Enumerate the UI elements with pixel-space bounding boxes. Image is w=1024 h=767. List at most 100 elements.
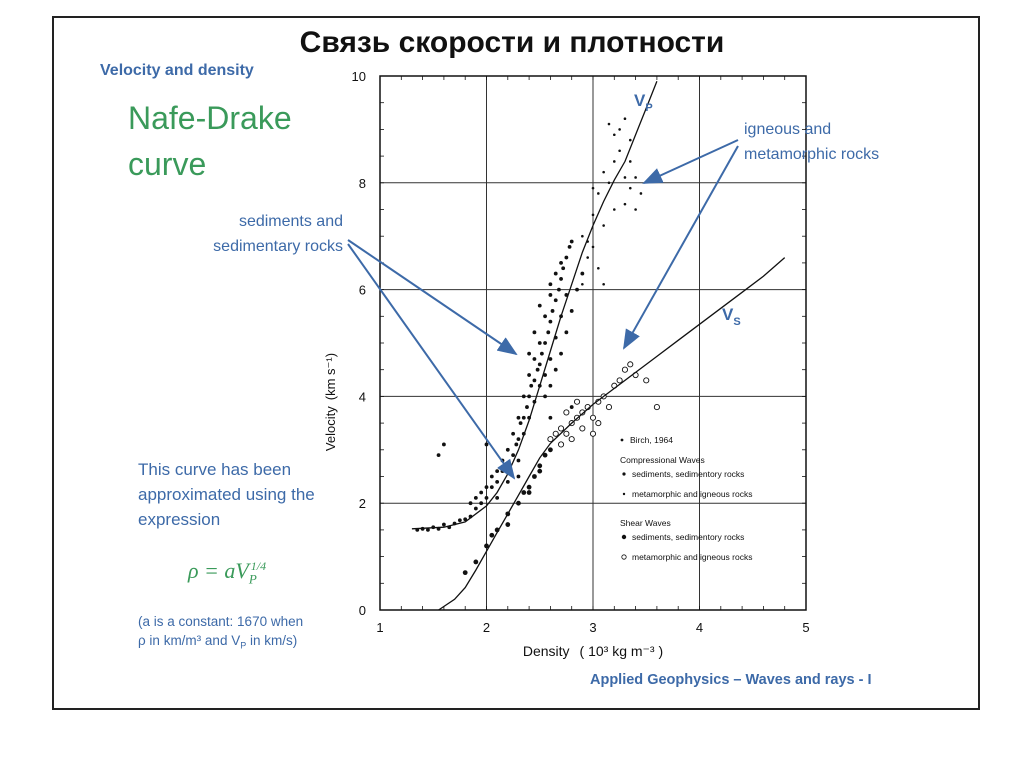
- constant-note-line-2: ρ in km/m³ and VP in km/s): [138, 631, 353, 656]
- data-point-compressional-sediments: [495, 495, 500, 500]
- data-point-compressional-sediments: [525, 405, 529, 409]
- data-point-compressional-igneous: [602, 224, 605, 227]
- data-point-compressional-igneous: [613, 208, 616, 211]
- data-point-compressional-igneous: [618, 149, 621, 153]
- data-point-shear-sediments: [489, 532, 495, 538]
- data-point-compressional-igneous: [623, 117, 627, 121]
- constant-note-text: ρ in km/m³ and V: [138, 633, 241, 648]
- data-point-compressional-igneous: [639, 192, 643, 195]
- legend-shear-ign: metamorphic and igneous rocks: [632, 552, 752, 562]
- x-tick-label: 3: [589, 620, 596, 635]
- legend-marker-shear-sed: [621, 534, 627, 540]
- data-point-compressional-sediments: [535, 367, 540, 372]
- data-point-compressional-sediments: [463, 517, 468, 522]
- data-point-compressional-sediments: [553, 367, 558, 372]
- data-point-compressional-sediments: [468, 501, 473, 506]
- vs-curve-label: VS: [722, 305, 741, 328]
- data-point-compressional-sediments: [548, 319, 553, 324]
- data-point-shear-sediments: [548, 447, 553, 453]
- data-point-shear-igneous: [627, 361, 634, 368]
- y-axis-unit: (km s⁻¹): [323, 353, 338, 400]
- data-point-compressional-sediments: [527, 394, 531, 399]
- igneous-annotation-line-1: igneous and: [744, 121, 831, 138]
- data-point-compressional-sediments: [521, 415, 526, 420]
- data-point-compressional-sediments: [537, 362, 542, 367]
- data-point-shear-sediments: [505, 522, 511, 527]
- data-point-compressional-sediments: [548, 383, 553, 388]
- formula-main: ρ = aV: [188, 558, 249, 583]
- slide-title: Связь скорости и плотности: [299, 26, 725, 59]
- data-point-compressional-sediments: [537, 303, 542, 308]
- data-point-compressional-igneous: [591, 186, 595, 190]
- data-point-compressional-igneous: [613, 133, 616, 137]
- data-point-compressional-igneous: [607, 181, 611, 185]
- x-axis-label-text: Density: [523, 643, 570, 659]
- data-point-compressional-igneous: [607, 122, 611, 126]
- data-point-compressional-sediments: [527, 351, 531, 356]
- axis-ticks: 1 2 3 4 5 0 2 4 6 8 10: [352, 69, 810, 635]
- data-point-compressional-sediments: [548, 293, 553, 297]
- data-point-compressional-sediments: [516, 437, 521, 442]
- sediments-annotation-line-1: sediments and: [239, 213, 343, 230]
- data-point-compressional-sediments: [543, 394, 547, 399]
- data-point-compressional-igneous: [628, 186, 632, 190]
- legend-comp-title: Compressional Waves: [620, 455, 705, 465]
- igneous-annotation-line-2: metamorphic rocks: [744, 146, 879, 163]
- data-point-compressional-sediments: [567, 244, 572, 249]
- data-point-compressional-sediments: [564, 255, 569, 260]
- legend-shear-title: Shear Waves: [620, 518, 671, 528]
- data-point-compressional-sediments: [426, 528, 430, 532]
- formula-sub: P: [248, 571, 257, 587]
- y-tick-label: 2: [359, 496, 366, 511]
- x-tick-label: 2: [483, 620, 490, 635]
- data-point-compressional-sediments: [521, 394, 526, 399]
- sediments-annotation-line-2: sedimentary rocks: [213, 238, 343, 255]
- data-point-compressional-sediments: [484, 485, 489, 490]
- data-point-shear-sediments: [484, 543, 489, 549]
- data-points: [415, 117, 660, 576]
- vp-curve-label: VP: [634, 91, 653, 114]
- data-point-shear-igneous: [621, 366, 629, 373]
- data-point-shear-igneous: [643, 377, 650, 384]
- heading-line-2: curve: [128, 146, 207, 182]
- slide-frame: [52, 16, 980, 710]
- data-point-compressional-sediments: [548, 415, 553, 420]
- data-point-shear-igneous: [589, 414, 597, 421]
- data-point-shear-igneous: [558, 441, 565, 448]
- x-tick-label: 4: [696, 620, 703, 635]
- data-point-compressional-igneous: [591, 245, 595, 249]
- data-point-compressional-sediments: [557, 287, 561, 292]
- heading-line-1: Nafe-Drake: [128, 100, 292, 136]
- data-point-compressional-sediments: [543, 314, 547, 319]
- data-point-compressional-sediments: [436, 453, 441, 458]
- data-point-compressional-sediments: [561, 266, 566, 271]
- data-point-compressional-igneous: [602, 170, 605, 174]
- x-axis-unit: ( 10³ kg m⁻³ ): [580, 643, 664, 659]
- data-point-compressional-igneous: [618, 128, 621, 131]
- arrow-igneous-1: [642, 139, 739, 184]
- fitted-curves: [411, 81, 786, 611]
- data-point-shear-igneous: [605, 404, 613, 411]
- curve-vp: [411, 81, 658, 530]
- data-point-compressional-sediments: [569, 309, 574, 313]
- x-tick-label: 1: [376, 620, 383, 635]
- y-tick-label: 6: [359, 283, 366, 298]
- data-point-compressional-sediments: [484, 495, 489, 500]
- data-point-compressional-sediments: [550, 309, 555, 313]
- data-point-compressional-igneous: [586, 256, 589, 259]
- data-point-compressional-sediments: [539, 351, 544, 356]
- approximation-note: This curve has been approximated using t…: [138, 460, 315, 529]
- data-point-shear-igneous: [558, 425, 565, 432]
- data-point-compressional-igneous: [597, 192, 600, 195]
- data-point-shear-igneous: [563, 430, 570, 437]
- data-point-shear-sediments: [537, 468, 543, 474]
- legend-marker-source: [620, 438, 624, 442]
- data-point-compressional-sediments: [484, 442, 489, 447]
- y-tick-label: 4: [359, 389, 366, 404]
- data-point-shear-sediments: [516, 500, 521, 506]
- data-point-compressional-sediments: [548, 357, 553, 361]
- data-point-compressional-sediments: [553, 271, 558, 276]
- subtitle: Velocity and density: [100, 62, 254, 79]
- data-point-compressional-sediments: [495, 479, 500, 484]
